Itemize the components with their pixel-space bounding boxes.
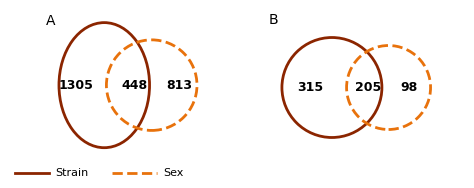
Text: Strain: Strain — [55, 168, 88, 178]
Text: 205: 205 — [356, 81, 382, 94]
Text: A: A — [46, 14, 55, 28]
Text: B: B — [269, 13, 278, 27]
Text: 98: 98 — [400, 81, 417, 94]
Text: 813: 813 — [167, 79, 193, 92]
Text: 315: 315 — [298, 81, 324, 94]
Text: 448: 448 — [121, 79, 147, 92]
Text: 1305: 1305 — [59, 79, 94, 92]
Text: Sex: Sex — [163, 168, 183, 178]
